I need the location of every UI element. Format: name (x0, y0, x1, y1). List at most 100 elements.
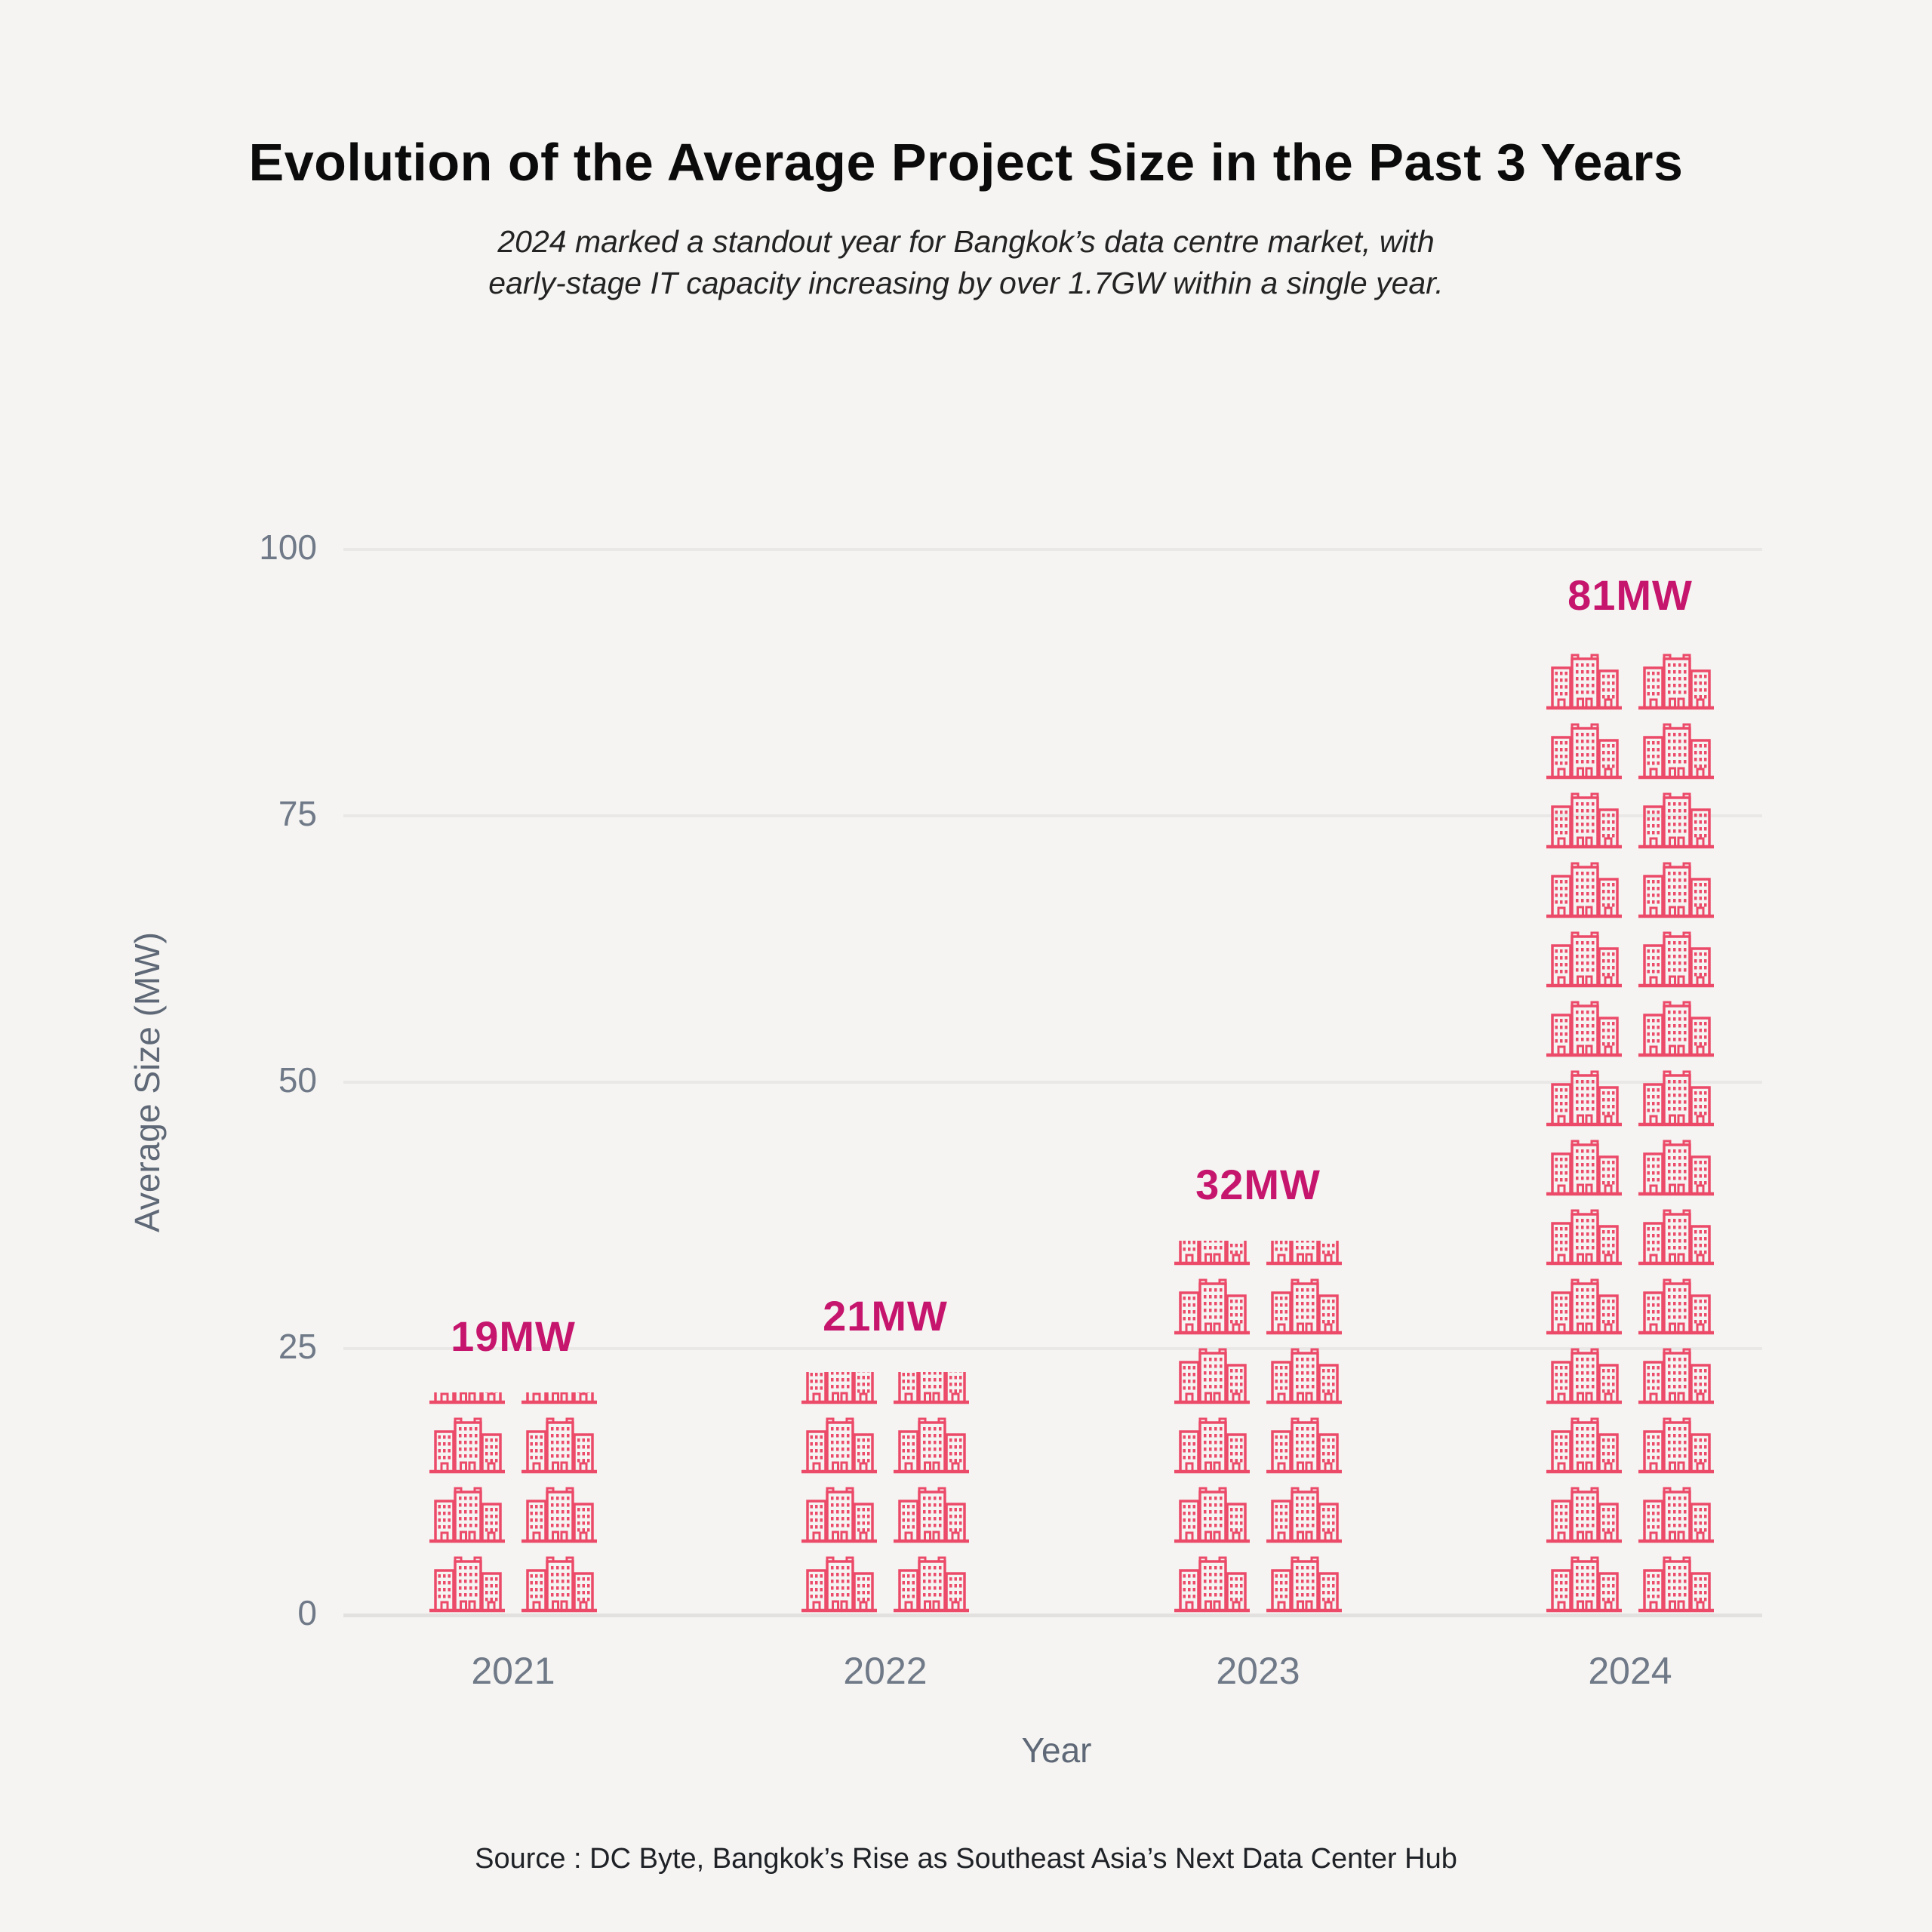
building-icon (1546, 1348, 1622, 1404)
building-icon (1266, 1417, 1342, 1474)
value-label: 32MW (1195, 1161, 1321, 1208)
gridline (343, 548, 1762, 551)
building-icon (1174, 1278, 1250, 1335)
page-title: Evolution of the Average Project Size in… (248, 132, 1684, 192)
building-icon (1266, 1348, 1342, 1404)
icon-row (428, 1415, 598, 1474)
building-icon (429, 1392, 505, 1404)
y-tick-label: 25 (278, 1327, 317, 1366)
pictogram-column-2023: 32MW (1160, 1160, 1356, 1613)
value-label: 81MW (1567, 571, 1693, 619)
building-icon (1174, 1348, 1250, 1404)
icon-row (1173, 1346, 1343, 1404)
building-icon (1638, 1556, 1714, 1613)
y-tick-label: 0 (297, 1593, 317, 1632)
building-icon (1638, 1278, 1714, 1335)
building-icon (521, 1392, 597, 1404)
partial-icon-row (1173, 1241, 1343, 1266)
icon-row (1545, 860, 1715, 918)
icon-row (800, 1415, 971, 1474)
icon-row (1545, 651, 1715, 710)
building-icon (429, 1556, 505, 1613)
pictogram-column-2021: 19MW (415, 1312, 611, 1613)
icon-row (1545, 1137, 1715, 1196)
building-icon (801, 1487, 877, 1543)
icon-row (428, 1554, 598, 1613)
building-icon (894, 1417, 969, 1474)
building-icon (1546, 1487, 1622, 1543)
building-icon (1638, 1487, 1714, 1543)
source-note: Source : DC Byte, Bangkok’s Rise as Sout… (475, 1843, 1457, 1875)
building-icon (1266, 1556, 1342, 1613)
building-icon (1638, 1001, 1714, 1057)
icon-row (1545, 998, 1715, 1057)
building-icon (1546, 1417, 1622, 1474)
building-icon (894, 1487, 969, 1543)
icon-row (1173, 1276, 1343, 1335)
building-icon (1174, 1556, 1250, 1613)
building-icon (429, 1487, 505, 1543)
building-icon (894, 1372, 969, 1404)
building-icon (1266, 1487, 1342, 1543)
icon-row (800, 1372, 971, 1404)
building-icon (1174, 1417, 1250, 1474)
icon-row (1545, 929, 1715, 988)
icon-row (1173, 1241, 1343, 1266)
building-icon (1638, 1070, 1714, 1127)
building-icon (1174, 1241, 1250, 1266)
building-icon (521, 1417, 597, 1474)
building-icon (801, 1556, 877, 1613)
icon-row (1545, 1276, 1715, 1335)
y-tick-label: 50 (278, 1060, 317, 1100)
building-icon (1546, 1070, 1622, 1127)
y-tick-label: 100 (259, 528, 317, 567)
y-axis-title: Average Size (MW) (128, 932, 167, 1232)
building-icon (1638, 1417, 1714, 1474)
icon-row (1545, 790, 1715, 849)
value-label: 19MW (451, 1312, 576, 1360)
x-tick-label: 2021 (471, 1650, 555, 1692)
partial-icon-row (800, 1372, 971, 1404)
building-icon (1266, 1278, 1342, 1335)
building-icon (1638, 792, 1714, 849)
icon-row (1545, 1415, 1715, 1474)
building-icon (801, 1417, 877, 1474)
icon-row (1173, 1484, 1343, 1543)
gridline (343, 814, 1762, 817)
pictogram-column-2024: 81MW (1532, 571, 1728, 1613)
building-icon (1546, 1001, 1622, 1057)
icon-row (1173, 1554, 1343, 1613)
icon-row (1545, 1068, 1715, 1127)
building-icon (1638, 1209, 1714, 1266)
building-icon (429, 1417, 505, 1474)
chart-subtitle: 2024 marked a standout year for Bangkok’… (0, 221, 1932, 305)
building-icon (1546, 1209, 1622, 1266)
y-tick-label: 75 (278, 794, 317, 833)
building-icon (1546, 1140, 1622, 1196)
building-icon (801, 1372, 877, 1404)
building-icon (1546, 654, 1622, 710)
building-icon (1638, 1348, 1714, 1404)
icon-row (1545, 1554, 1715, 1613)
x-tick-label: 2024 (1588, 1650, 1672, 1692)
building-icon (1266, 1241, 1342, 1266)
building-icon (1546, 792, 1622, 849)
gridline (343, 1081, 1762, 1084)
building-icon (1546, 1556, 1622, 1613)
building-icon (1546, 1278, 1622, 1335)
value-label: 21MW (823, 1292, 948, 1340)
building-icon (1638, 862, 1714, 918)
pictogram-column-2022: 21MW (787, 1291, 983, 1613)
icon-row (1173, 1415, 1343, 1474)
icon-row (1545, 721, 1715, 780)
gridline (343, 1347, 1762, 1350)
building-icon (1638, 931, 1714, 988)
x-tick-label: 2022 (843, 1650, 928, 1692)
icon-row (800, 1554, 971, 1613)
building-icon (1174, 1487, 1250, 1543)
building-icon (1546, 931, 1622, 988)
gridline (343, 1614, 1762, 1617)
plot-area: 0 25 50 75 100 19MW (259, 528, 1762, 1632)
building-icon (1638, 1140, 1714, 1196)
